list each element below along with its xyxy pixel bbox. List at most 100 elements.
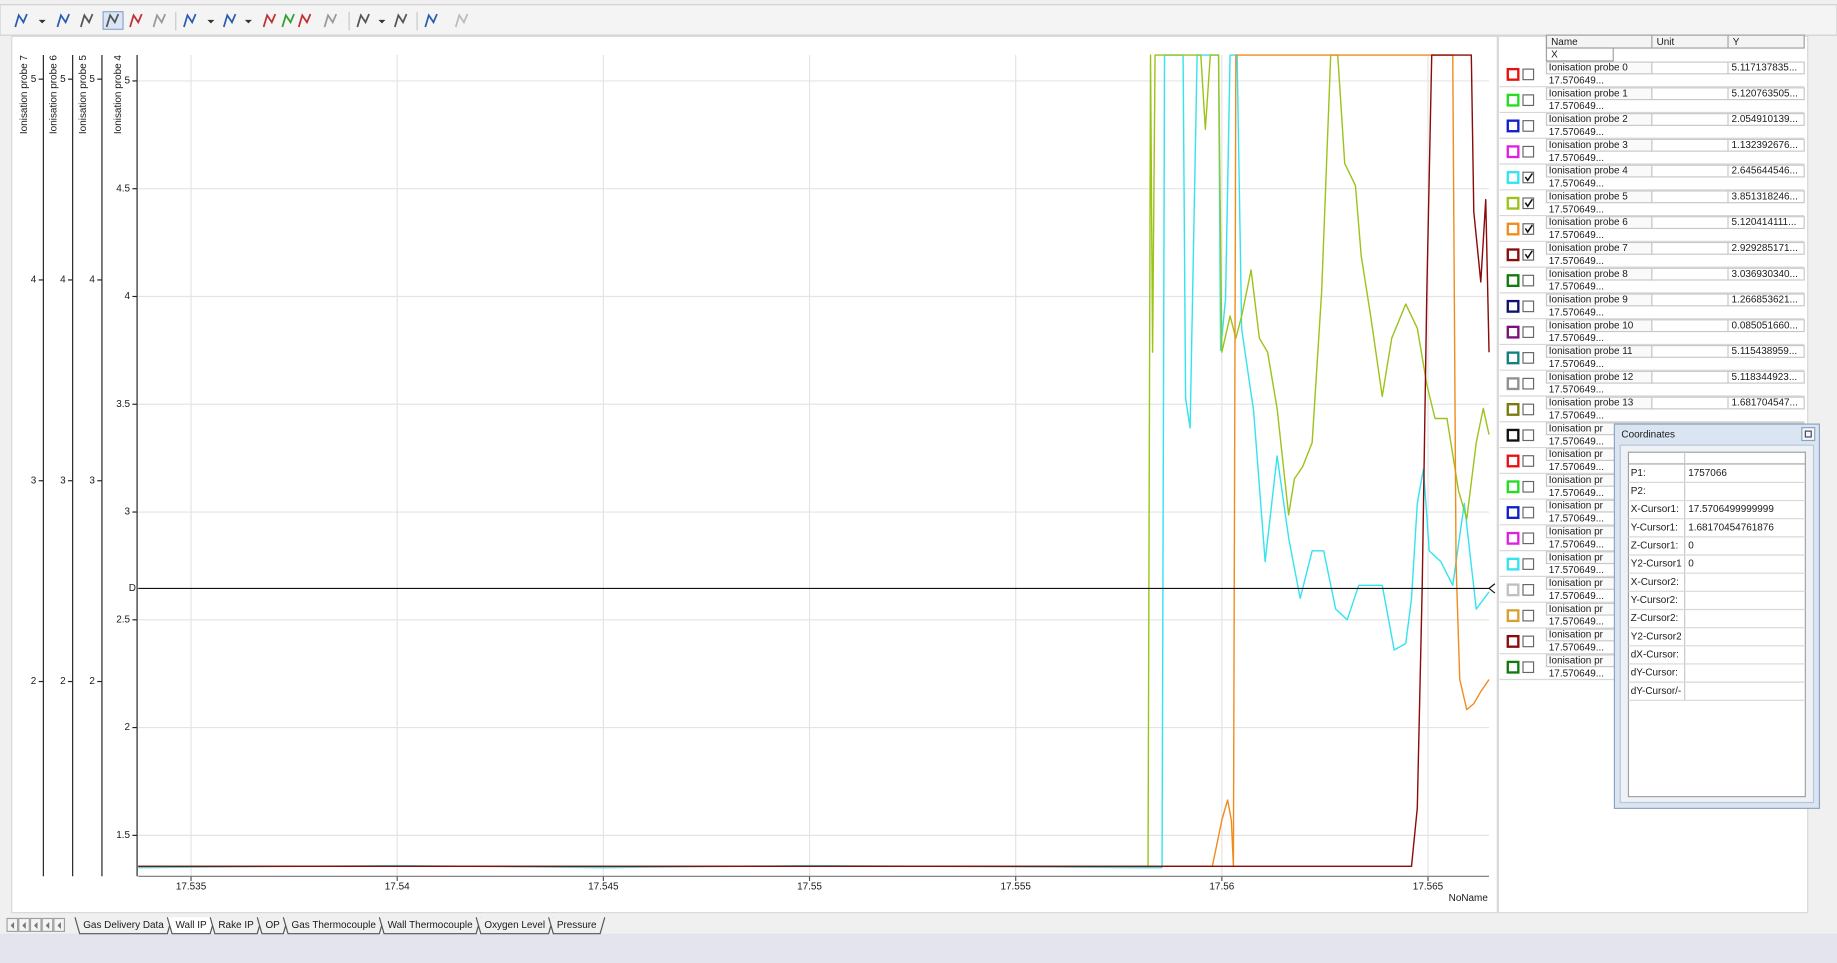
channel-checkbox[interactable] bbox=[1522, 248, 1535, 261]
channel-y: 1.132392676... bbox=[1732, 140, 1798, 151]
x-tick-label: 17.54 bbox=[385, 881, 410, 892]
channel-color[interactable] bbox=[1506, 67, 1520, 81]
channel-checkbox[interactable] bbox=[1522, 558, 1535, 570]
channel-color[interactable] bbox=[1506, 274, 1520, 288]
window-close-button[interactable] bbox=[1801, 427, 1816, 442]
channel-checkbox[interactable] bbox=[1522, 455, 1535, 467]
channel-checkbox[interactable] bbox=[1522, 377, 1535, 390]
toolbar-button[interactable] bbox=[262, 13, 277, 28]
channel-color[interactable] bbox=[1506, 454, 1520, 468]
toolbar-button[interactable] bbox=[323, 13, 338, 28]
channel-color[interactable] bbox=[1506, 403, 1520, 416]
channel-checkbox[interactable] bbox=[1522, 403, 1535, 416]
channel-checkbox[interactable] bbox=[1522, 68, 1535, 81]
toolbar-button[interactable] bbox=[56, 13, 70, 28]
toolbar-button[interactable] bbox=[424, 13, 438, 28]
channel-color[interactable] bbox=[1506, 480, 1520, 494]
channel-checkbox[interactable] bbox=[1522, 609, 1535, 622]
cursor-handle[interactable] bbox=[1488, 583, 1496, 594]
toolbar-button[interactable] bbox=[297, 13, 312, 28]
channel-color[interactable] bbox=[1506, 377, 1520, 391]
sheet-tab[interactable]: Gas Thermocouple bbox=[282, 917, 385, 935]
toolbar-button[interactable] bbox=[393, 13, 408, 28]
channel-checkbox[interactable] bbox=[1522, 584, 1535, 596]
channel-color[interactable] bbox=[1506, 634, 1520, 648]
channel-color[interactable] bbox=[1506, 325, 1520, 339]
y-cell bbox=[1727, 164, 1805, 178]
channel-checkbox[interactable] bbox=[1522, 429, 1535, 442]
channel-color[interactable] bbox=[1506, 351, 1520, 365]
channel-color[interactable] bbox=[1506, 506, 1520, 519]
channel-checkbox[interactable] bbox=[1522, 635, 1535, 648]
toolbar-button[interactable] bbox=[183, 13, 197, 28]
channel-color[interactable] bbox=[1506, 222, 1520, 236]
channel-checkbox[interactable] bbox=[1522, 223, 1535, 235]
channel-checkbox[interactable] bbox=[1522, 120, 1535, 132]
button-icon bbox=[56, 13, 70, 28]
toolbar-button[interactable] bbox=[356, 13, 370, 28]
toolbar-button[interactable] bbox=[14, 13, 28, 28]
sheet-tab[interactable]: OP bbox=[256, 917, 289, 935]
toolbar-button[interactable] bbox=[281, 13, 295, 28]
status-strip bbox=[0, 933, 1837, 963]
channel-checkbox[interactable] bbox=[1522, 661, 1535, 674]
check-mark bbox=[1524, 172, 1534, 182]
channel-color[interactable] bbox=[1506, 145, 1520, 159]
channel-checkbox[interactable] bbox=[1522, 197, 1535, 210]
channel-checkbox[interactable] bbox=[1522, 171, 1535, 184]
channel-checkbox[interactable] bbox=[1522, 94, 1535, 107]
channel-color[interactable] bbox=[1506, 171, 1520, 184]
channel-checkbox[interactable] bbox=[1522, 326, 1535, 338]
y-tick-label: 5 bbox=[125, 76, 131, 87]
toolbar-button[interactable] bbox=[244, 19, 252, 24]
channel-color[interactable] bbox=[1506, 583, 1520, 597]
channel-color[interactable] bbox=[1506, 609, 1520, 623]
toolbar-button[interactable] bbox=[207, 19, 215, 24]
x-tick-label: 17.545 bbox=[588, 881, 619, 892]
channel-checkbox[interactable] bbox=[1522, 506, 1535, 519]
channel-color[interactable] bbox=[1506, 299, 1520, 313]
channel-x: 17.570649... bbox=[1549, 565, 1604, 576]
channel-checkbox[interactable] bbox=[1522, 532, 1535, 545]
y-axis-title: Ionisation probe 5 bbox=[78, 55, 89, 134]
toolbar-button[interactable] bbox=[80, 13, 94, 28]
sheet-tab[interactable]: Pressure bbox=[548, 917, 606, 935]
channel-checkbox[interactable] bbox=[1522, 145, 1535, 158]
channel-color[interactable] bbox=[1506, 248, 1520, 262]
channel-checkbox[interactable] bbox=[1522, 352, 1535, 364]
sheet-tab[interactable]: Gas Delivery Data bbox=[74, 917, 173, 935]
y-tick-label: 5 bbox=[31, 74, 37, 85]
toolbar-button[interactable] bbox=[152, 13, 167, 28]
channel-name: Ionisation pr bbox=[1549, 449, 1604, 460]
channel-color[interactable] bbox=[1506, 196, 1520, 210]
channel-color[interactable] bbox=[1506, 428, 1520, 442]
channel-checkbox[interactable] bbox=[1522, 300, 1535, 313]
channel-color[interactable] bbox=[1506, 93, 1520, 107]
channel-checkbox[interactable] bbox=[1522, 480, 1535, 493]
channel-color[interactable] bbox=[1506, 119, 1520, 133]
column-header: Name bbox=[1551, 37, 1578, 48]
channel-name: Ionisation probe 3 bbox=[1549, 140, 1628, 151]
channel-color[interactable] bbox=[1506, 557, 1520, 571]
channel-color[interactable] bbox=[1506, 531, 1520, 545]
channel-y: 5.120414111... bbox=[1732, 217, 1797, 228]
sheet-tab[interactable]: Oxygen Level bbox=[475, 917, 554, 935]
tab-nav-glyph bbox=[45, 921, 50, 930]
toolbar-button[interactable] bbox=[38, 19, 46, 24]
channel-color[interactable] bbox=[1506, 660, 1520, 674]
toolbar-button[interactable] bbox=[102, 11, 124, 30]
sheet-tab[interactable]: Wall IP bbox=[166, 917, 216, 935]
toolbar-button[interactable] bbox=[378, 19, 386, 24]
sheet-tab[interactable]: Wall Thermocouple bbox=[378, 917, 482, 935]
y-tick-label: 3.5 bbox=[116, 399, 130, 410]
button-icon bbox=[393, 13, 408, 28]
channel-checkbox[interactable] bbox=[1522, 274, 1535, 287]
coord-label: Y2-Cursor2 bbox=[1631, 631, 1682, 642]
toolbar-button[interactable] bbox=[129, 13, 143, 28]
toolbar-button[interactable] bbox=[222, 13, 237, 28]
sheet-tab[interactable]: Rake IP bbox=[209, 917, 263, 935]
y-cell bbox=[1727, 293, 1805, 307]
y-cell bbox=[1727, 61, 1805, 75]
toolbar-button[interactable] bbox=[454, 13, 469, 28]
